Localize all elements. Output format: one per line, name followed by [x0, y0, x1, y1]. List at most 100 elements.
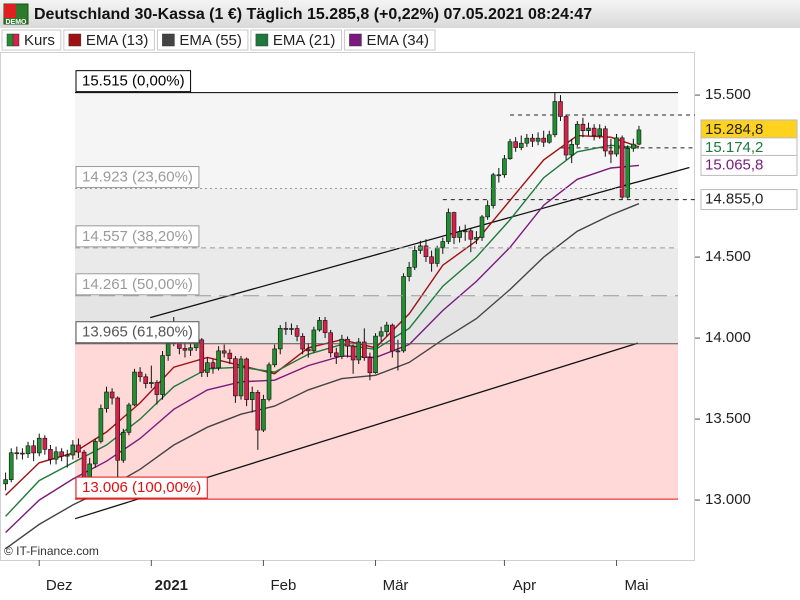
source: © IT-Finance.com — [4, 544, 99, 558]
candle-body — [524, 137, 530, 144]
candle-body — [546, 134, 552, 143]
legend-swatch — [68, 33, 82, 47]
trend-line — [150, 166, 690, 319]
candle-body — [143, 376, 149, 384]
candle-body — [221, 350, 227, 354]
badge-text: DEMO — [6, 19, 28, 26]
legend-label: EMA (21) — [273, 32, 336, 49]
candle-body — [64, 454, 70, 457]
candle-body — [249, 392, 255, 400]
candle-body — [121, 432, 126, 461]
candle-body — [255, 392, 261, 431]
candle-body — [132, 371, 137, 406]
candle-body — [563, 116, 569, 156]
fib-label-text: 14.261 (50,00%) — [82, 276, 193, 293]
candle-body — [406, 266, 412, 277]
candle-body — [216, 350, 221, 369]
candle-body — [496, 174, 502, 177]
legend-swatch — [12, 33, 20, 47]
candle-body — [188, 347, 193, 351]
candle-body — [530, 137, 535, 142]
candle-body — [333, 352, 339, 357]
y-tick-label: 15.500 — [705, 86, 751, 103]
candle-body — [14, 452, 20, 455]
candle-body — [507, 141, 513, 160]
candle-body — [378, 331, 384, 337]
candle-body — [474, 237, 479, 240]
candle-body — [597, 128, 603, 137]
candle-body — [322, 320, 328, 334]
candle-body — [614, 137, 619, 155]
fib-label-box — [75, 225, 200, 248]
candle-body — [390, 324, 395, 352]
candle-body — [479, 216, 485, 238]
candle-body — [20, 452, 25, 455]
candle-body — [423, 245, 429, 258]
candle-body — [490, 174, 496, 206]
badge-icon-red — [4, 4, 16, 18]
candle-body — [165, 342, 171, 356]
legend-swatch — [255, 33, 269, 47]
candle-body — [283, 328, 289, 330]
candle-body — [227, 352, 233, 359]
candle-body — [261, 399, 266, 431]
candle-body — [294, 328, 300, 337]
legend-label: EMA (34) — [366, 32, 429, 49]
candle-body — [619, 137, 625, 198]
candle-body — [182, 348, 188, 351]
candle-body — [109, 391, 115, 399]
candle-body — [53, 451, 59, 460]
candle-body — [636, 129, 642, 145]
candle-body — [558, 101, 563, 117]
candle-body — [339, 338, 345, 357]
fib-label-box — [75, 273, 200, 296]
legend-label: EMA (13) — [86, 32, 149, 49]
legend-item: EMA (55) — [156, 29, 249, 51]
legend-swatch — [349, 33, 362, 47]
fib-label-text: 14.923 (23,60%) — [82, 169, 193, 186]
ema-line — [5, 164, 640, 534]
candle-body — [373, 335, 378, 374]
candle-body — [552, 101, 558, 136]
candle-body — [70, 444, 76, 456]
legend-swatch — [162, 33, 175, 47]
candle-body — [362, 341, 367, 358]
candle-body — [446, 212, 451, 242]
candle-body — [36, 437, 42, 454]
candle-body — [608, 150, 614, 155]
candle-body — [289, 328, 294, 330]
candle-body — [591, 127, 597, 137]
candle-body — [25, 445, 31, 455]
price-label-text: 15.174,2 — [705, 139, 763, 156]
candle-body — [345, 338, 350, 347]
candle-body — [535, 137, 541, 142]
price-label-text: 15.065,8 — [705, 156, 763, 173]
fib-label-box — [75, 321, 200, 344]
legend-box — [156, 29, 249, 51]
fib-label-box — [75, 166, 200, 189]
candle-body — [440, 241, 446, 249]
candle-body — [580, 123, 586, 132]
candle-body — [8, 452, 14, 480]
legend-label: EMA (55) — [179, 32, 242, 49]
price-label-box — [700, 154, 798, 176]
candle-body — [311, 329, 317, 352]
legend-box — [63, 29, 155, 51]
title-bar — [0, 0, 800, 28]
candle-body — [272, 348, 277, 366]
x-tick-label: Apr — [513, 577, 536, 594]
legend-label: Kurs — [24, 32, 55, 49]
candle-body — [367, 357, 373, 374]
legend-item: Kurs — [1, 29, 62, 51]
candle-body — [277, 328, 283, 350]
candle-body — [395, 350, 401, 353]
candle-body — [574, 123, 580, 145]
candle-body — [603, 128, 608, 152]
price-label-text: 14.855,0 — [705, 191, 763, 208]
y-tick-label: 14.500 — [705, 248, 751, 265]
x-tick-label: Mär — [383, 577, 409, 594]
candle-body — [115, 397, 121, 461]
candle-body — [104, 391, 109, 409]
